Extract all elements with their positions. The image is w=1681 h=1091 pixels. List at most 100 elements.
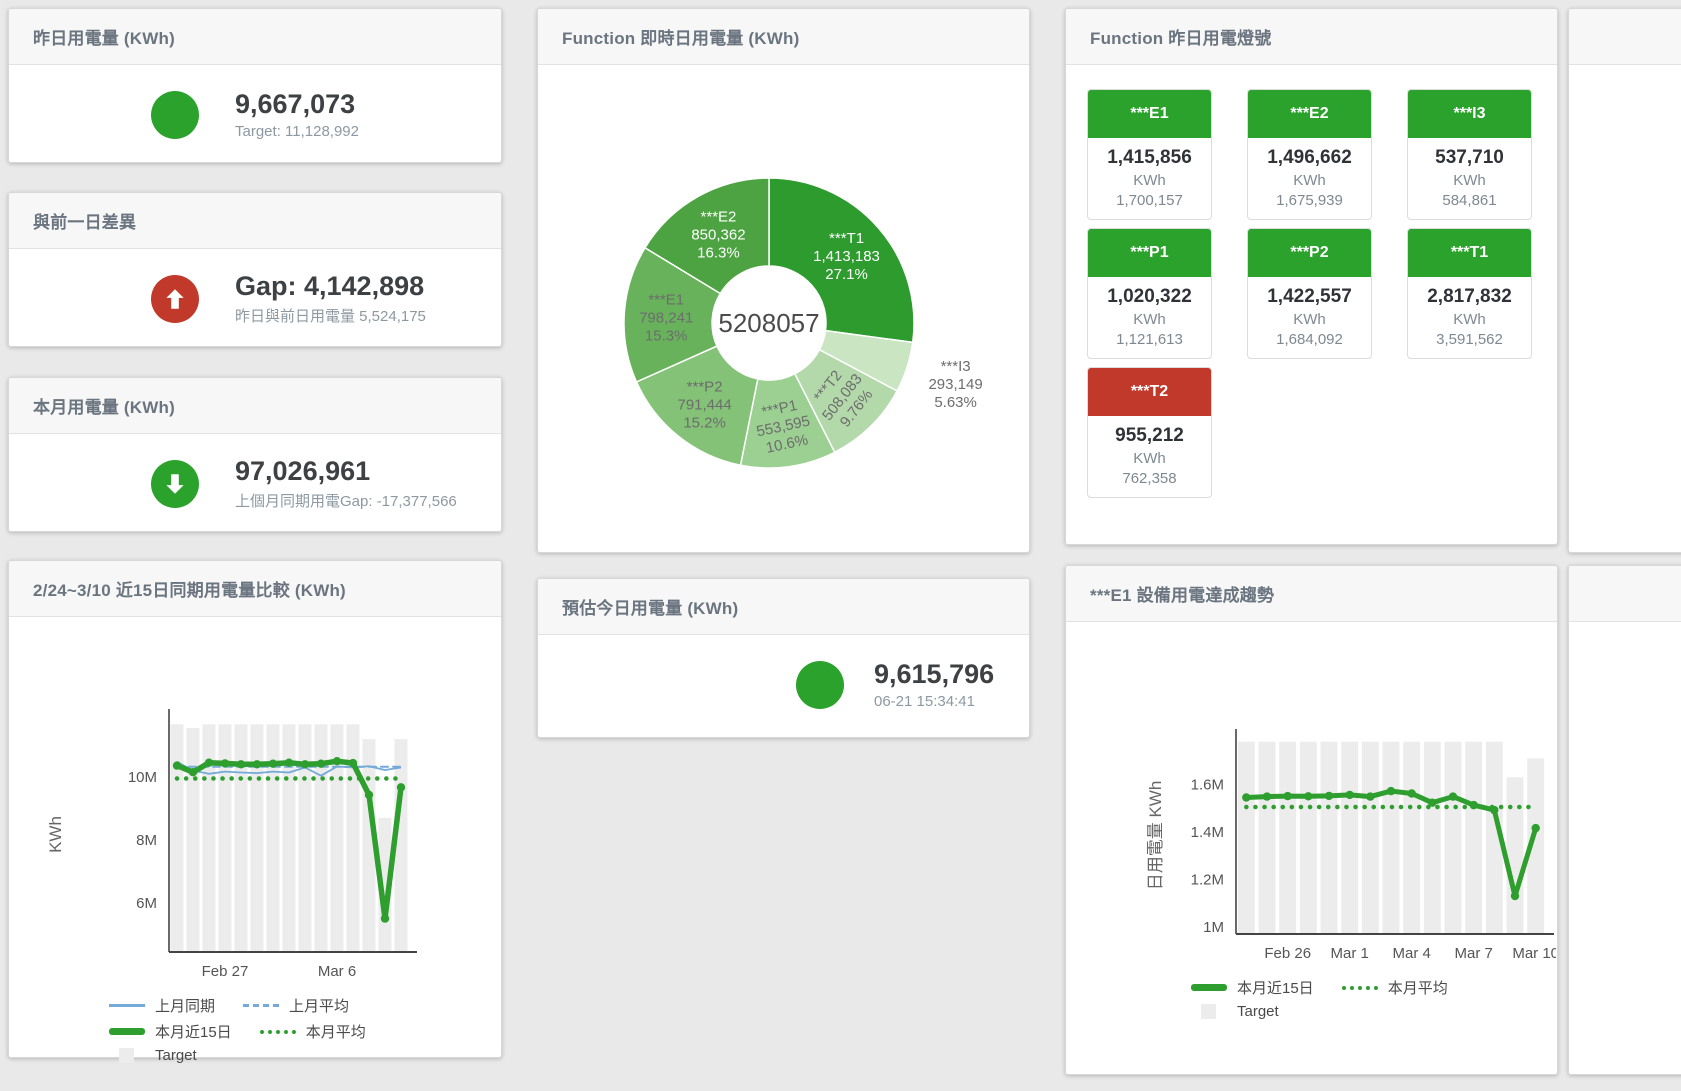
legend-label: 本月平均 [1387,980,1448,997]
tile-status-header: ***P1 [1088,229,1211,277]
kpi-subtitle: 上個月同期用電Gap: -17,377,566 [235,492,457,510]
chart-legend: 上月同期 上月平均本月近15日 本月平均 Target [109,995,501,1064]
tile-status-header: ***E1 [1088,90,1211,138]
legend-label: 本月平均 [305,1024,366,1041]
x-tick-label: Feb 27 [202,963,249,980]
tile-target-value: 3,591,562 [1436,331,1503,348]
status-circle-green [796,660,844,709]
data-point [252,760,262,769]
tile-unit: KWh [1133,450,1166,467]
donut-slice-E2[interactable] [643,177,770,295]
compare-15day-chart[interactable]: 6M 8M 10M Feb 27 Mar 6 KWh [9,617,499,985]
legend-item-green-line[interactable]: 本月近15日 [109,1021,232,1042]
card-cutoff-bottom [1568,565,1681,1075]
data-point [364,790,374,800]
donut-slice-P2[interactable] [635,345,759,467]
card-e1-trend: ***E1 設備用電達成趨勢 1M 1.2M 1.4M 1.6M Feb 26 Mar 1… [1065,565,1559,1075]
legend-item-green-dot[interactable]: 本月平均 [259,1021,366,1042]
donut-slice-label: ***I3 293,149 5.63% [928,358,982,411]
target-bar [282,724,296,952]
tile-value: 1,020,322 [1107,286,1192,307]
realtime-usage-donut-chart[interactable]: ***T1 1,413,183 27.1%***I3 293,149 5.63%***T… [538,65,1029,552]
donut-slice-label: ***T1 1,413,183 27.1% [813,230,880,283]
legend-item-green-dot[interactable]: 本月平均 [1341,977,1448,998]
legend-item-target[interactable]: Target [109,1047,197,1064]
target-bar [1382,741,1400,934]
data-point [380,914,390,923]
tile-target-value: 1,675,939 [1276,192,1343,209]
card-title: 昨日用電量 (KWh) [9,9,501,65]
x-tick-label: Mar 10 [1512,945,1556,962]
x-tick-label: Mar 7 [1455,945,1493,962]
target-bar [218,724,232,952]
data-point [284,758,294,767]
data-point [1428,798,1437,807]
donut-slice-E1[interactable] [623,246,722,383]
data-point [316,759,326,768]
tile-unit: KWh [1133,172,1166,189]
data-point [1324,791,1334,801]
tile-value: 1,422,557 [1267,286,1352,307]
data-point [268,759,278,768]
target-bar [250,724,264,952]
tile-unit: KWh [1293,311,1326,328]
y-tick-label: 1M [1203,919,1224,936]
legend-label: 本月近15日 [1237,980,1314,997]
legend-item-blue-dash[interactable]: 上月平均 [243,995,349,1016]
legend-item-green-line[interactable]: 本月近15日 [1191,977,1314,998]
target-bar [314,724,328,952]
e1-trend-chart[interactable]: 1M 1.2M 1.4M 1.6M Feb 26 Mar 1 Mar 4 Mar 7 Mar 1… [1066,622,1559,967]
y-tick-label: 10M [128,769,157,786]
status-circle-green [151,459,199,508]
legend-item-target[interactable]: Target [1191,1003,1279,1020]
light-tile-I3: ***I3 537,710 KWh 584,861 [1407,89,1532,220]
kpi-value: 9,667,073 [235,89,356,120]
tile-target-value: 1,121,613 [1116,331,1183,348]
data-point [1510,891,1520,901]
target-bar [1485,741,1503,934]
data-point [1304,792,1313,801]
data-point [188,768,198,777]
card-title: ***E1 設備用電達成趨勢 [1066,566,1557,622]
data-point [332,757,342,766]
legend-label: 上月平均 [289,998,350,1015]
tile-value: 955,212 [1115,425,1184,446]
target-bar [1465,741,1483,934]
legend-label: Target [1237,1003,1279,1020]
legend-swatch [243,1004,280,1007]
tile-status-header: ***P2 [1248,229,1371,277]
legend-swatch [259,1029,296,1034]
kpi-subtitle: 06-21 15:34:41 [874,692,975,710]
legend-item-blue-line[interactable]: 上月同期 [109,995,215,1016]
light-tile-P2: ***P2 1,422,557 KWh 1,684,092 [1247,228,1372,359]
donut-slice-label: ***E1 798,241 15.3% [639,291,693,344]
y-axis-title: 日用電量 KWh [1146,781,1165,891]
tile-value: 1,496,662 [1267,147,1352,168]
chart-legend: 本月近15日 本月平均 Target [1191,977,1557,1020]
data-point [172,761,182,770]
legend-label: 上月同期 [155,998,216,1015]
legend-swatch [109,1004,145,1007]
y-axis-title: KWh [46,816,65,853]
data-point [1531,823,1540,833]
card-estimate-today: 預估今日用電量 (KWh) 9,615,796 06-21 15:34:41 [537,578,1030,738]
tile-unit: KWh [1453,172,1486,189]
light-tile-T1: ***T1 2,817,832 KWh 3,591,562 [1407,228,1532,359]
data-point [396,783,406,792]
target-bar [298,724,312,952]
target-bar [1320,741,1338,934]
kpi-value: 9,615,796 [874,659,995,690]
status-circle-green [151,90,199,139]
data-point [1242,793,1251,802]
card-yesterday-usage: 昨日用電量 (KWh) 9,667,073 Target: 11,128,992 [8,8,502,163]
tile-unit: KWh [1293,172,1326,189]
kpi-subtitle: Target: 11,128,992 [235,122,359,140]
donut-slice-T1[interactable] [768,177,915,344]
tile-value: 1,415,856 [1107,147,1192,168]
data-point [1262,792,1272,801]
card-title: 與前一日差異 [9,193,501,249]
target-bar [1341,741,1359,934]
data-point [1345,790,1354,800]
donut-center-total: 5208057 [718,308,819,338]
